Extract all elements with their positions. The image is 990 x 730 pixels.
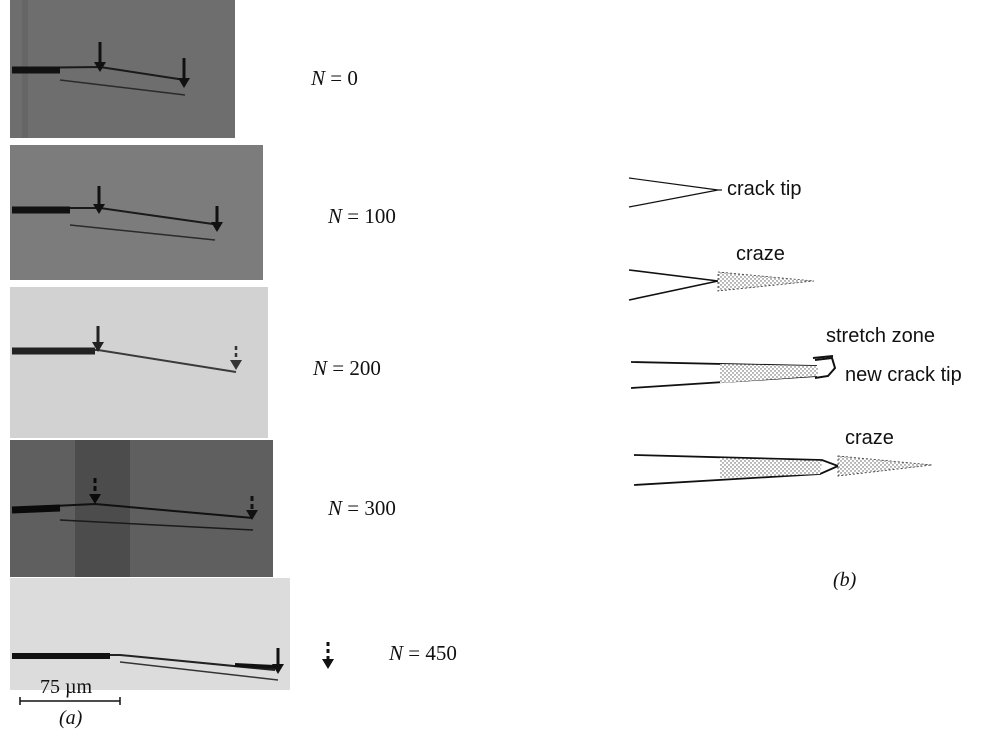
label-craze-lower: craze	[845, 427, 894, 450]
label-stretch-zone: stretch zone	[826, 325, 935, 348]
panel-b-caption: (b)	[833, 569, 856, 592]
label-crack-tip: crack tip	[727, 178, 801, 201]
label-craze-upper: craze	[736, 243, 785, 266]
label-new-crack-tip: new crack tip	[845, 364, 962, 387]
